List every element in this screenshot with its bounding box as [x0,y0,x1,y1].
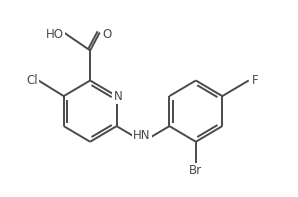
Text: F: F [252,74,258,87]
Text: HN: HN [133,129,150,142]
Text: Br: Br [189,164,202,177]
Text: HO: HO [46,28,64,41]
Text: N: N [114,90,122,103]
Text: Cl: Cl [27,74,38,87]
Text: O: O [102,28,111,41]
